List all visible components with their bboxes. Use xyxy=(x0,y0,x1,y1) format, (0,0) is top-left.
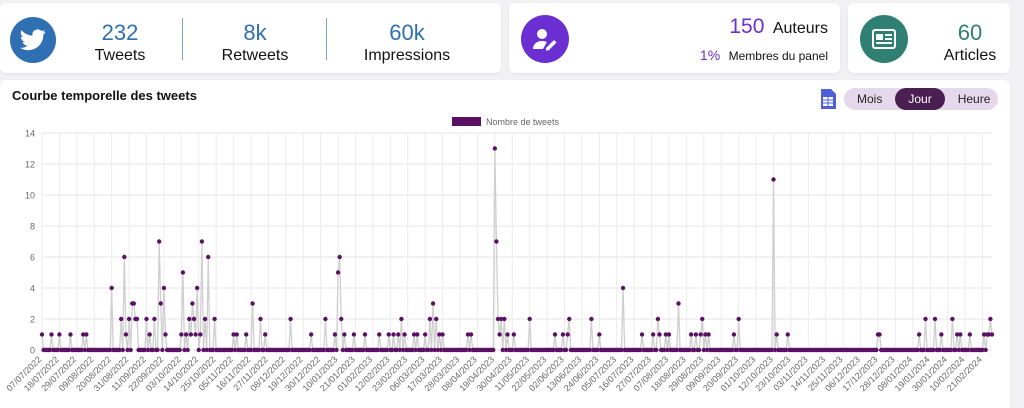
tweets-stat: 232 Tweets xyxy=(80,20,160,66)
impressions-label: Impressions xyxy=(363,47,451,64)
tweets-label: Tweets xyxy=(94,47,146,64)
spreadsheet-icon[interactable] xyxy=(820,89,836,109)
chart-section-title: Courbe temporelle des tweets xyxy=(12,88,197,103)
user-edit-icon xyxy=(521,15,569,63)
panel-percent: 1% xyxy=(699,47,721,63)
divider xyxy=(326,18,327,60)
authors-line: 150 Auteurs xyxy=(729,15,828,39)
articles-stat: 60 Articles xyxy=(940,20,1000,66)
retweets-count: 8k xyxy=(243,20,267,45)
granularity-option-heure[interactable]: Heure xyxy=(957,92,991,106)
retweets-stat: 8k Retweets xyxy=(210,20,300,66)
granularity-option-mois[interactable]: Mois xyxy=(857,92,883,106)
authors-label: Auteurs xyxy=(772,20,828,37)
divider xyxy=(182,18,183,60)
tweets-stats-card: 232 Tweets 8k Retweets 60k Impressions xyxy=(0,3,501,73)
granularity-option-jour[interactable]: Jour xyxy=(895,88,945,110)
authors-count: 150 xyxy=(729,15,765,38)
tweets-count: 232 xyxy=(101,20,139,45)
twitter-bird-icon xyxy=(10,17,56,63)
granularity-toggle: Mois Jour Heure xyxy=(844,88,998,110)
articles-count: 60 xyxy=(957,20,983,45)
panel-line: 1% Membres du panel xyxy=(700,47,828,65)
impressions-count: 60k xyxy=(389,20,425,45)
panel-label: Membres du panel xyxy=(728,49,828,63)
retweets-label: Retweets xyxy=(221,47,289,64)
articles-label: Articles xyxy=(943,47,997,64)
chart-card xyxy=(0,80,1010,408)
articles-card: 60 Articles xyxy=(848,3,1010,73)
newspaper-icon xyxy=(860,15,908,63)
impressions-stat: 60k Impressions xyxy=(352,20,462,66)
authors-card: 150 Auteurs 1% Membres du panel xyxy=(509,3,840,73)
